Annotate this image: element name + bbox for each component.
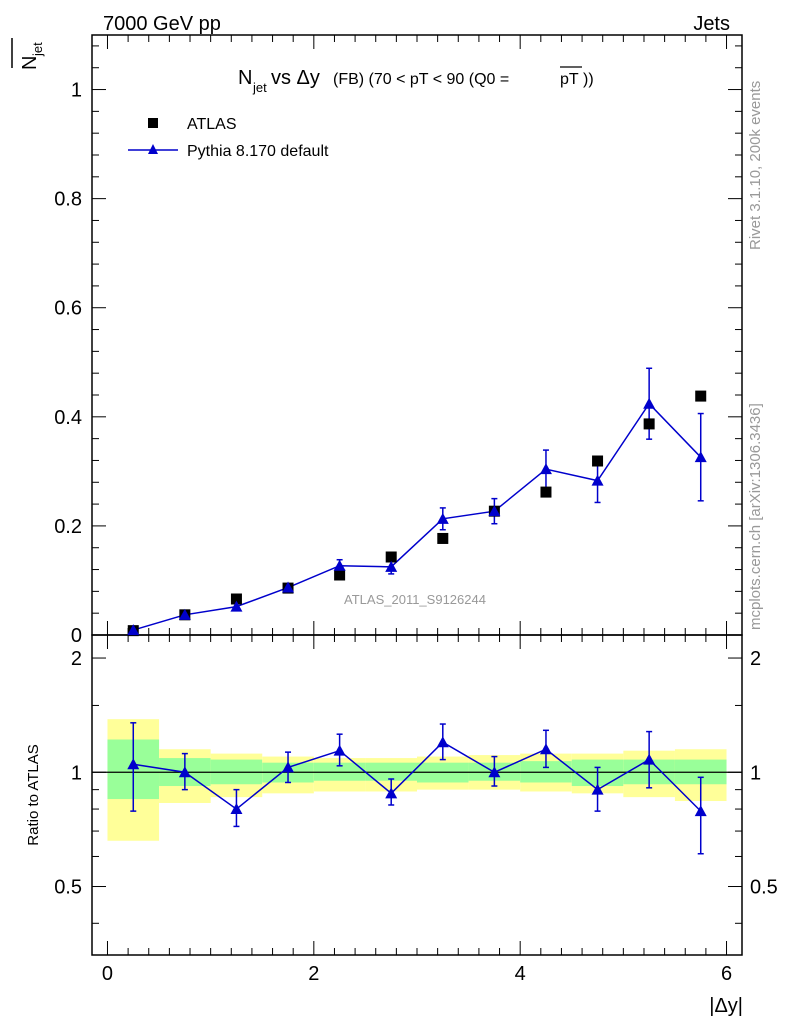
ratio-line xyxy=(133,741,702,812)
ratio-series xyxy=(127,722,707,855)
x-tick-label: 0 xyxy=(102,963,113,985)
pythia-point xyxy=(230,600,243,612)
ratio-tick-label: 2 xyxy=(71,648,82,670)
axes: 0 2 4 600.20.40.60.810.5 0.51 12 2 xyxy=(54,34,778,985)
pythia-point xyxy=(643,397,656,409)
rivet-label: Rivet 3.1.10, 200k events xyxy=(747,81,764,250)
ratio-point xyxy=(127,758,140,770)
pythia-point xyxy=(539,463,552,475)
legend-pythia-marker xyxy=(148,144,158,154)
ratio-point xyxy=(230,803,243,815)
pythia-point xyxy=(591,474,604,486)
ratio-point xyxy=(488,766,501,778)
legend-atlas-marker xyxy=(148,118,158,128)
ratio-point xyxy=(591,783,604,795)
ratio-point xyxy=(539,743,552,755)
atlas-point xyxy=(437,532,449,544)
title-rest: vs Δy xyxy=(271,67,320,89)
x-tick-label: 4 xyxy=(515,963,526,985)
y-tick-label: 0.8 xyxy=(54,189,82,211)
title-main: N xyxy=(238,67,252,89)
ratio-point xyxy=(643,753,656,765)
ratio-point xyxy=(436,736,449,748)
title-close: )) xyxy=(583,71,594,88)
pythia-point xyxy=(127,624,140,636)
pythia-point xyxy=(488,505,501,517)
atlas-point xyxy=(230,593,242,605)
y-axis-label: N jet xyxy=(11,38,45,70)
y-tick-label: 0.6 xyxy=(54,298,82,320)
ratio-tick-label-right: 2 xyxy=(750,648,761,670)
pythia-point xyxy=(333,559,346,571)
legend: ATLAS Pythia 8.170 default xyxy=(128,116,329,160)
pythia-point xyxy=(694,451,707,463)
ratio-axis-label: Ratio to ATLAS xyxy=(25,744,42,845)
ratio-point xyxy=(178,766,191,778)
ratio-tick-label: 1 xyxy=(71,762,82,784)
header-category: Jets xyxy=(693,13,730,35)
y-tick-label: 0.2 xyxy=(54,516,82,538)
pythia-point xyxy=(436,512,449,524)
atlas-point xyxy=(695,390,707,402)
pythia-point xyxy=(178,608,191,620)
y-tick-label: 0 xyxy=(71,625,82,647)
ratio-point xyxy=(385,787,398,799)
pythia-point xyxy=(282,581,295,593)
y-tick-label: 1 xyxy=(71,80,82,102)
atlas-point xyxy=(334,569,346,581)
header-energy: 7000 GeV pp xyxy=(103,13,221,35)
mcplots-label: mcplots.cern.ch [arXiv:1306.3436] xyxy=(747,403,764,630)
y-tick-label: 0.4 xyxy=(54,407,82,429)
main-series xyxy=(127,367,707,637)
title-suffix: (FB) (70 < pT < 90 (Q0 = xyxy=(333,71,509,88)
atlas-point xyxy=(592,455,604,467)
ratio-point xyxy=(282,761,295,773)
ratio-bands xyxy=(107,719,727,841)
legend-pythia-label: Pythia 8.170 default xyxy=(187,143,329,160)
atlas-point xyxy=(385,551,397,563)
plot-title: N jet vs Δy (FB) (70 < pT < 90 (Q0 = pT … xyxy=(238,66,594,95)
ratio-point xyxy=(694,805,707,817)
ratio-tick-label-right: 1 xyxy=(750,762,761,784)
atlas-point xyxy=(643,418,655,430)
ratio-tick-label: 0.5 xyxy=(54,877,82,899)
legend-atlas-label: ATLAS xyxy=(187,116,237,133)
ratio-point xyxy=(333,744,346,756)
x-tick-label: 6 xyxy=(721,963,732,985)
title-pt: pT xyxy=(560,71,579,88)
x-axis-label: |Δy| xyxy=(709,995,743,1017)
analysis-watermark: ATLAS_2011_S9126244 xyxy=(344,592,486,607)
title-sub: jet xyxy=(252,80,267,95)
y-axis-label-sub: jet xyxy=(30,42,45,57)
pythia-line xyxy=(133,402,702,631)
ratio-tick-label-right: 0.5 xyxy=(750,877,778,899)
y-axis-label-main: N xyxy=(19,56,41,70)
x-tick-label: 2 xyxy=(308,963,319,985)
pythia-point xyxy=(385,560,398,572)
atlas-point xyxy=(540,486,552,498)
